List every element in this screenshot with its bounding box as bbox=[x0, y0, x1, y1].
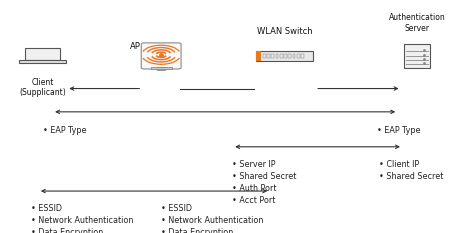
Text: WLAN Switch: WLAN Switch bbox=[256, 27, 312, 36]
Bar bbox=[19, 60, 66, 63]
Bar bbox=[288, 54, 291, 58]
Bar bbox=[256, 51, 313, 61]
Text: • EAP Type: • EAP Type bbox=[43, 126, 86, 135]
Text: • Client IP
• Shared Secret: • Client IP • Shared Secret bbox=[379, 160, 444, 181]
Bar bbox=[292, 54, 295, 58]
Text: • ESSID
• Network Authentication
• Data Encryption: • ESSID • Network Authentication • Data … bbox=[161, 204, 264, 233]
Bar bbox=[151, 67, 172, 69]
Text: AP: AP bbox=[130, 42, 141, 51]
Bar bbox=[157, 67, 165, 70]
Text: Client
(Supplicant): Client (Supplicant) bbox=[19, 78, 66, 97]
Bar bbox=[267, 54, 270, 58]
Bar bbox=[404, 44, 430, 68]
Bar bbox=[284, 54, 287, 58]
Bar bbox=[256, 51, 261, 61]
Bar bbox=[301, 54, 304, 58]
Bar bbox=[271, 54, 274, 58]
Text: • Server IP
• Shared Secret
• Auth Port
• Acct Port: • Server IP • Shared Secret • Auth Port … bbox=[232, 160, 297, 205]
Bar bbox=[280, 54, 283, 58]
Bar bbox=[25, 48, 61, 60]
Text: • EAP Type: • EAP Type bbox=[377, 126, 420, 135]
Text: Authentication
Server: Authentication Server bbox=[389, 13, 446, 33]
Bar bbox=[263, 54, 265, 58]
FancyBboxPatch shape bbox=[141, 43, 181, 69]
Text: • ESSID
• Network Authentication
• Data Encryption: • ESSID • Network Authentication • Data … bbox=[31, 204, 133, 233]
Bar bbox=[297, 54, 300, 58]
Bar bbox=[275, 54, 278, 58]
